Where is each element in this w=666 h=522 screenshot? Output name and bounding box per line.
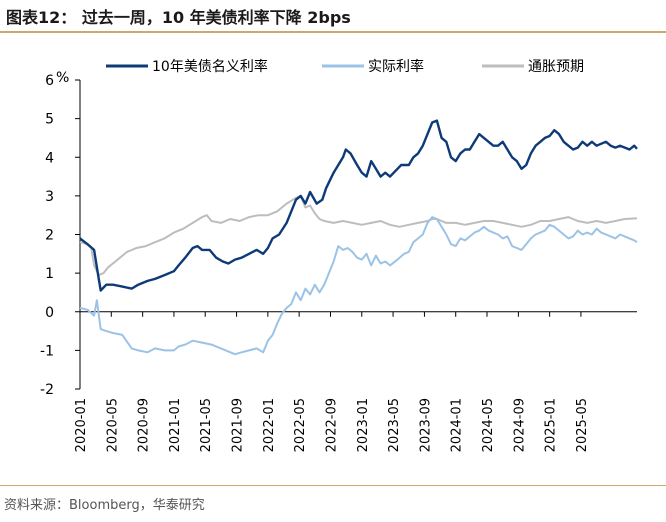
x-tick-label: 2025-05 — [575, 398, 590, 452]
y-tick-label: 3 — [45, 189, 54, 205]
x-tick-label: 2025-01 — [544, 398, 559, 452]
legend-label-real: 实际利率 — [368, 58, 424, 75]
legend-label-breakeven: 通胀预期 — [528, 59, 584, 75]
source-divider — [0, 485, 666, 486]
y-axis: -2 -1 0 1 2 3 4 5 6 — [40, 73, 80, 398]
series-group — [79, 119, 638, 356]
line-chart: -2 -1 0 1 2 3 4 5 6 % 2020-01 2020-05 2020-09 2021-… — [40, 58, 638, 452]
legend-label-nominal: 10年美债名义利率 — [152, 58, 268, 75]
x-tick-label: 2021-05 — [199, 398, 214, 452]
x-tick-label: 2023-09 — [418, 398, 433, 452]
x-tick-label: 2023-05 — [387, 398, 402, 452]
x-tick-label: 2023-01 — [356, 398, 371, 452]
y-tick-label: 2 — [45, 228, 54, 244]
y-tick-label: -1 — [40, 343, 54, 359]
series-line-breakeven — [79, 194, 638, 277]
x-axis: 2020-01 2020-05 2020-09 2021-01 2021-05 2021-… — [74, 311, 590, 452]
chart-title: 图表12： 过去一周，10 年美债利率下降 2bps — [6, 8, 351, 27]
y-tick-label: 4 — [45, 150, 54, 166]
series-line-nominal — [79, 119, 638, 292]
x-tick-label: 2022-09 — [325, 398, 340, 452]
x-tick-label: 2022-05 — [293, 398, 308, 452]
source-note: 资料来源：Bloomberg，华泰研究 — [4, 498, 205, 513]
x-tick-label: 2020-09 — [137, 398, 152, 452]
x-tick-label: 2024-01 — [450, 398, 465, 452]
x-tick-label: 2020-05 — [105, 398, 120, 452]
y-tick-label: -2 — [40, 382, 54, 398]
y-axis-unit: % — [56, 70, 69, 86]
y-tick-label: 1 — [45, 266, 54, 282]
legend: 10年美债名义利率 实际利率 通胀预期 — [106, 58, 584, 75]
x-tick-label: 2024-09 — [512, 398, 527, 452]
title-divider — [0, 31, 666, 33]
x-tick-label: 2020-01 — [74, 398, 89, 452]
x-tick-label: 2024-05 — [481, 398, 496, 452]
y-tick-label: 5 — [45, 112, 54, 128]
y-tick-label: 6 — [45, 73, 54, 89]
x-tick-label: 2021-09 — [231, 398, 246, 452]
series-line-real — [79, 216, 638, 356]
y-tick-label: 0 — [45, 305, 54, 321]
x-tick-label: 2021-01 — [168, 398, 183, 452]
x-tick-label: 2022-01 — [262, 398, 277, 452]
